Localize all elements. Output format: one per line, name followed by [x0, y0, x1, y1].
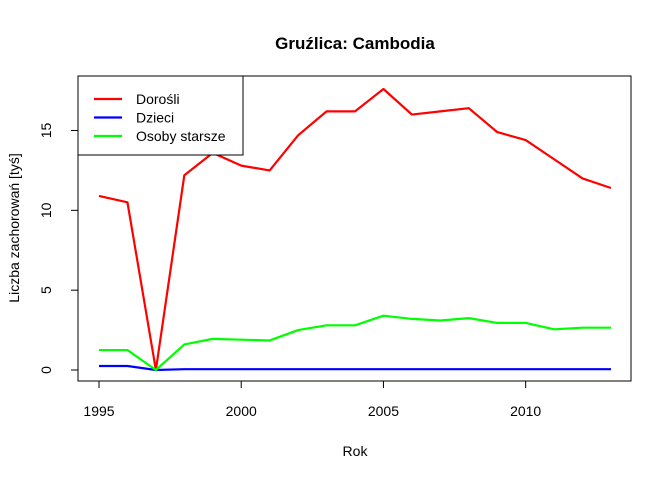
y-axis-label: Liczba zachorowań [tyś] — [6, 153, 22, 302]
series-lines — [98, 87, 612, 372]
series-line-3 — [99, 314, 611, 372]
x-axis: 1995 2000 2005 2010 — [83, 380, 541, 419]
legend: Dorośli Dzieci Osoby starsze — [77, 75, 244, 156]
legend-label: Dzieci — [136, 110, 174, 126]
series-line-2 — [99, 364, 611, 372]
chart-title: Gruźlica: Cambodia — [275, 34, 435, 53]
x-tick-label: 2005 — [368, 403, 399, 419]
y-tick-label: 15 — [38, 123, 54, 139]
legend-box — [77, 75, 244, 156]
legend-label: Osoby starsze — [136, 128, 226, 144]
legend-label: Dorośli — [136, 91, 180, 107]
x-tick-label: 2000 — [226, 403, 257, 419]
y-tick-label: 10 — [38, 202, 54, 218]
x-axis-label: Rok — [343, 443, 369, 459]
y-tick-label: 5 — [38, 286, 54, 294]
y-tick-label: 0 — [38, 366, 54, 374]
series-line-1 — [98, 87, 612, 372]
x-tick-label: 2010 — [510, 403, 541, 419]
y-axis: 0 5 10 15 — [38, 123, 79, 374]
x-tick-label: 1995 — [83, 403, 114, 419]
